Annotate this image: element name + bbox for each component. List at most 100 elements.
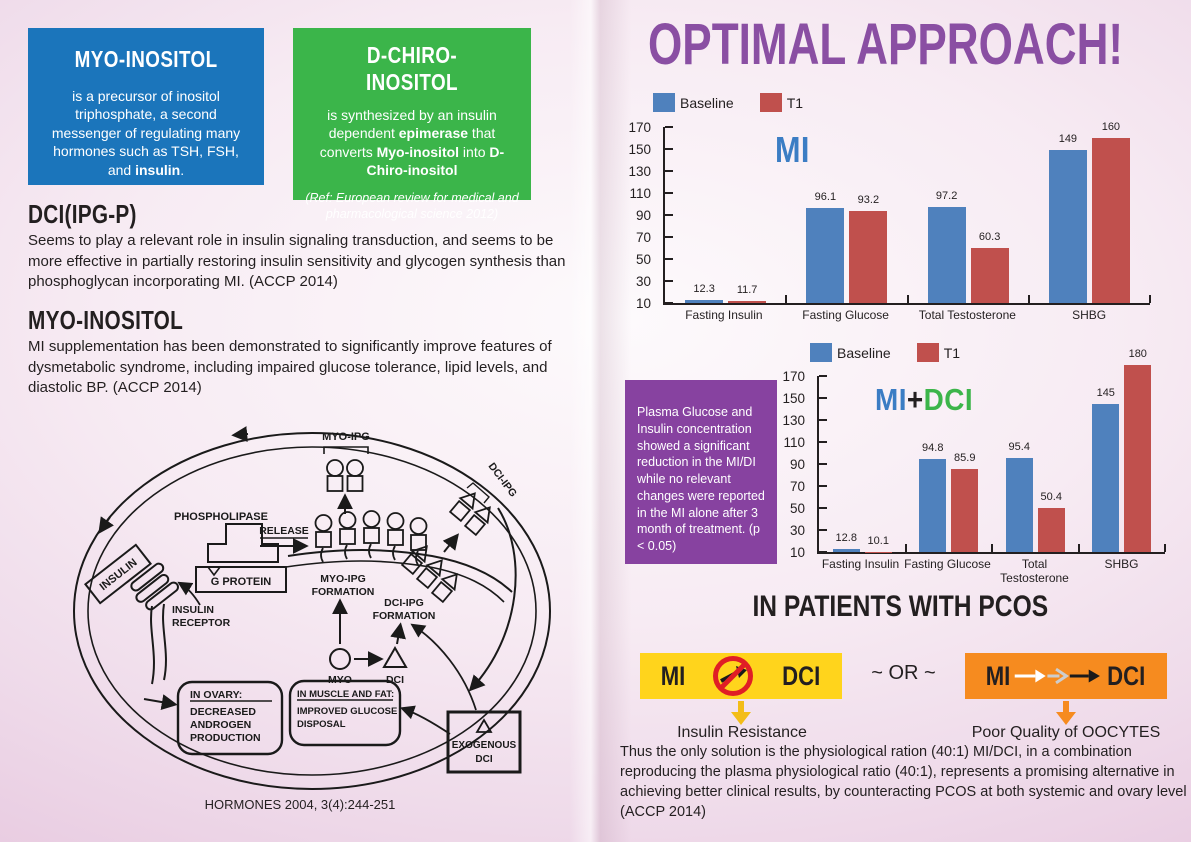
baseline-swatch-icon <box>653 93 675 112</box>
y-tick-label: 90 <box>789 457 805 472</box>
bar-t1-fasting-glucose: 93.2 <box>849 194 888 303</box>
released-dci-ipg-molecules <box>448 492 491 537</box>
bar-value-label: 180 <box>1128 348 1147 360</box>
muscle-line2: DISPOSAL <box>297 719 346 730</box>
in-ovary-title: IN OVARY: <box>190 689 242 701</box>
exogenous-to-formation-arrow-icon <box>410 623 477 711</box>
phospholipase-label: PHOSPHOLIPASE <box>174 511 268 523</box>
exogenous-dci-triangle <box>475 718 493 733</box>
t1-swatch-icon <box>759 93 782 112</box>
y-tick-label: 170 <box>782 369 805 384</box>
insulin-ligand: INSULIN <box>83 543 153 605</box>
in-ovary-line2: ANDROGEN <box>190 719 251 731</box>
exogenous-label-1: EXOGENOUS <box>452 740 517 751</box>
mi-label: MI <box>660 660 686 691</box>
receptor-tail <box>162 603 167 681</box>
y-tick-label: 150 <box>782 391 805 406</box>
x-category-label: Total Testosterone <box>1000 557 1069 585</box>
oocytes-caption: Poor Quality of OOCYTES <box>971 724 1161 741</box>
myo-ipg-label: MYO-IPG <box>322 431 370 443</box>
ovary-arrow-icon <box>143 694 178 710</box>
y-tick-label: 10 <box>789 545 805 560</box>
bar-value-label: 95.4 <box>1008 441 1030 454</box>
release-label: RELEASE <box>259 525 309 537</box>
bar-baseline-fasting-glucose: 94.8 <box>919 442 947 552</box>
y-tick <box>665 258 673 260</box>
y-tick-label: 90 <box>635 208 651 223</box>
or-separator: ~ OR ~ <box>871 662 936 684</box>
x-tick <box>904 544 907 552</box>
x-category-label: SHBG <box>1104 557 1139 571</box>
y-tick <box>819 529 827 531</box>
bar-value-label: 149 <box>1058 133 1078 146</box>
bar-value-label: 11.7 <box>736 284 758 297</box>
y-tick <box>819 507 827 509</box>
muscle-line1: IMPROVED GLUCOSE <box>297 706 397 717</box>
excess-conversion-box: MI DCI <box>965 653 1167 699</box>
x-tick <box>785 295 788 303</box>
chart2-legend: Baseline T1 <box>810 343 960 362</box>
dchiro-box-reference: (Ref: European review for medical and ph… <box>305 190 519 222</box>
myo-ipg-formation-label-1: MYO-IPG <box>320 573 366 585</box>
x-category-label: Total Testosterone <box>918 308 1016 322</box>
x-tick <box>906 295 909 303</box>
x-category-label: Fasting Insulin <box>821 557 900 571</box>
membrane-myo-ipg-molecules <box>314 510 428 566</box>
chart2-x-labels: Fasting Insulin Fasting Glucose Total Test… <box>817 557 1165 585</box>
insulin-receptor-label-2: RECEPTOR <box>172 617 231 629</box>
legend-item-t1: T1 <box>759 93 803 112</box>
y-tick-label: 110 <box>629 186 651 201</box>
chart-mi-dci: 10 30 50 70 90 110 130 150 170 12.8 10.1 94.8 85.9 9… <box>782 348 1166 585</box>
cell-membrane-outer <box>73 432 551 790</box>
bar-group-shbg: 145 180 <box>1079 348 1166 552</box>
y-tick-label: 150 <box>628 142 651 157</box>
yellow-down-arrow-icon <box>731 701 751 725</box>
myo-ipg-bracket <box>323 446 369 454</box>
triple-arrow-icon <box>1014 667 1100 685</box>
y-tick <box>665 126 673 128</box>
insulin-signaling-diagram: INSULIN INSULIN RECEPTOR G PROTEIN PHOSP… <box>73 426 551 790</box>
chart2-plot-area: 12.8 10.1 94.8 85.9 95.4 50.4 145 180 <box>817 348 1166 554</box>
y-tick <box>665 170 673 172</box>
myo-inositol-box: MYO-INOSITOL is a precursor of inositol … <box>28 28 264 185</box>
y-tick-label: 70 <box>789 479 805 494</box>
receptor-tail <box>150 605 155 685</box>
dci-label: DCI <box>1106 660 1145 691</box>
y-tick <box>665 236 673 238</box>
mi-section-body: MI supplementation has been demonstrated… <box>28 338 552 397</box>
mi-label: MI <box>985 660 1011 691</box>
dchiro-box-body: is synthesized by an insulin dependent e… <box>319 107 505 179</box>
y-tick <box>819 397 827 399</box>
in-ovary-line1: DECREASED <box>190 706 256 718</box>
g-protein-notch <box>207 566 221 577</box>
blocked-arrow-icon <box>712 656 753 696</box>
bar-group-shbg: 149 160 <box>1029 121 1150 303</box>
myo-box-title: MYO-INOSITOL <box>74 46 218 72</box>
bar-baseline-total-testosterone: 97.2 <box>927 190 966 303</box>
x-category-label: Fasting Glucose <box>904 557 991 571</box>
bar-baseline-fasting-insulin: 12.3 <box>685 283 724 303</box>
exogenous-to-muscle-arrow-icon <box>399 705 451 735</box>
y-tick <box>819 441 827 443</box>
bar-baseline-fasting-glucose: 96.1 <box>806 191 845 303</box>
y-tick <box>819 463 827 465</box>
insulin-receptor-label-1: INSULIN <box>172 604 214 616</box>
dci-ipg-cycle-arrow-icon <box>468 507 517 692</box>
insulin-receptor-coils <box>130 562 179 611</box>
mi-section-heading: MYO-INOSITOL <box>28 305 184 335</box>
bar-value-label: 96.1 <box>814 191 837 204</box>
chart2-y-axis: 10 30 50 70 90 110 130 150 170 <box>779 369 813 560</box>
bar-value-label: 85.9 <box>954 451 976 464</box>
chart1-title: MI <box>775 129 810 170</box>
chart-mi: 10 30 50 70 90 110 130 150 170 12.3 11.7 96.1 93.2 9… <box>628 120 1151 322</box>
y-tick <box>665 302 673 304</box>
x-tick <box>1027 295 1030 303</box>
muscle-title: IN MUSCLE AND FAT: <box>297 689 394 700</box>
bar-group-total-testosterone: 97.2 60.3 <box>908 127 1029 303</box>
x-category-label: Fasting Insulin <box>685 308 763 322</box>
dci-ipg-bracket <box>466 482 490 504</box>
bar-t1-fasting-glucose: 85.9 <box>951 452 979 552</box>
released-myo-ipg-molecules <box>326 459 364 492</box>
bar-group-fasting-glucose: 94.8 85.9 <box>906 376 993 552</box>
bar-t1-total-testosterone: 60.3 <box>970 231 1009 303</box>
